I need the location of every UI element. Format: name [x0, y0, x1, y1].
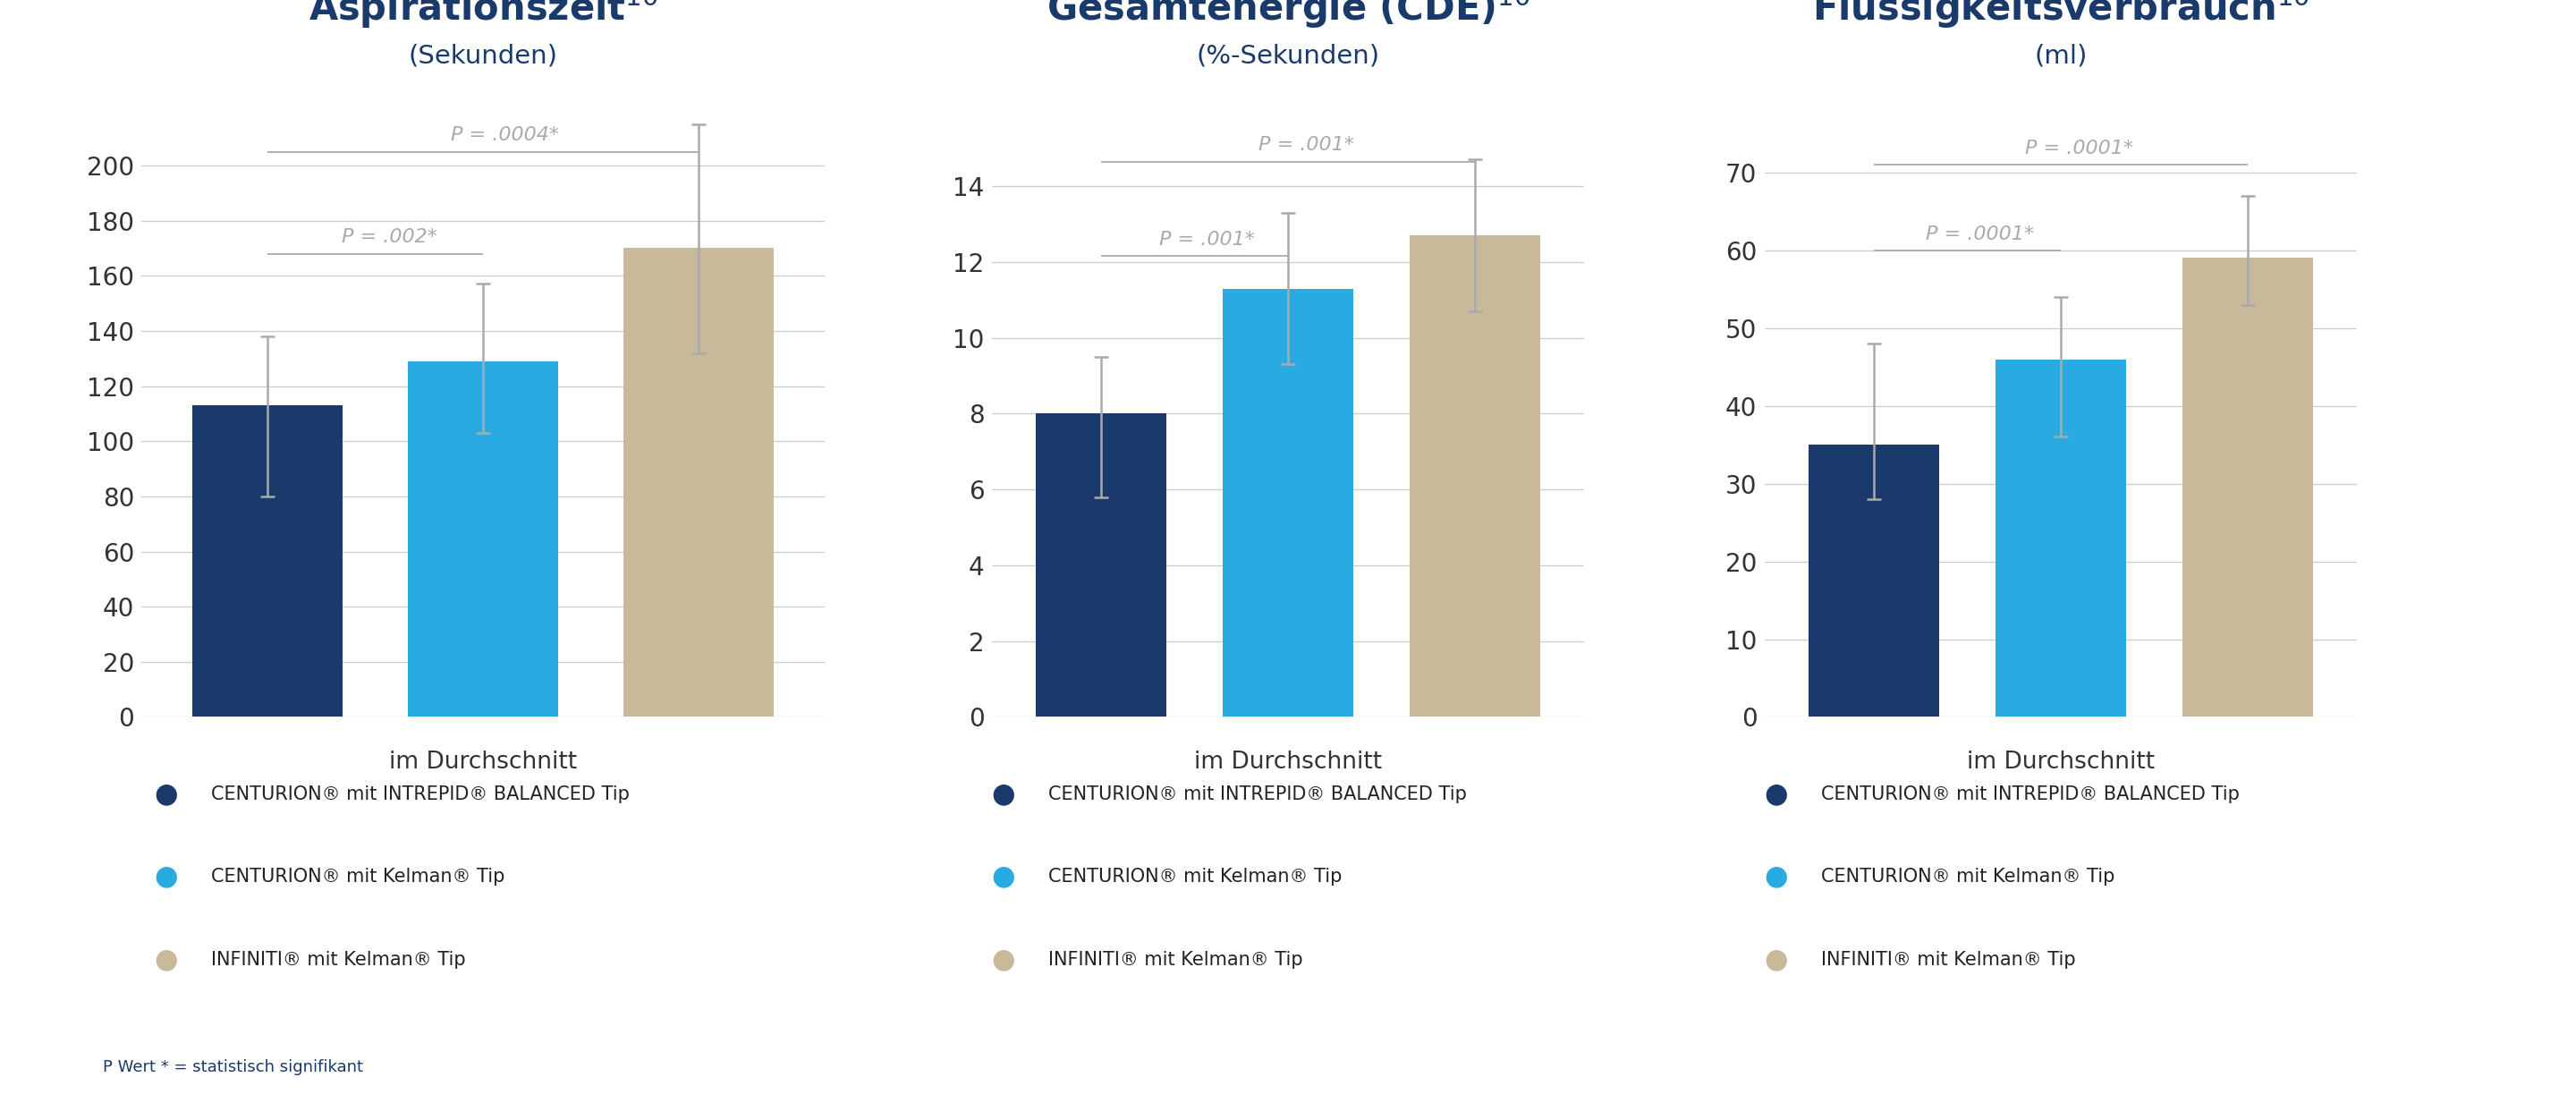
Text: (ml): (ml) — [2035, 43, 2087, 68]
Text: CENTURION® mit Kelman® Tip: CENTURION® mit Kelman® Tip — [1821, 868, 2115, 886]
Bar — [1808, 445, 1940, 717]
Text: (%-Sekunden): (%-Sekunden) — [1195, 43, 1381, 68]
Text: im Durchschnitt: im Durchschnitt — [1195, 750, 1381, 773]
Text: P = .001*: P = .001* — [1260, 137, 1355, 154]
Text: ●: ● — [155, 781, 178, 807]
Text: P = .0004*: P = .0004* — [451, 127, 559, 144]
Text: Gesamtenergie (CDE)$^{10}$: Gesamtenergie (CDE)$^{10}$ — [1046, 0, 1530, 30]
Text: ●: ● — [155, 864, 178, 890]
Text: P = .001*: P = .001* — [1159, 232, 1255, 249]
Text: Aspirationszeit$^{10}$: Aspirationszeit$^{10}$ — [309, 0, 657, 30]
Text: ●: ● — [1765, 946, 1788, 973]
Text: P Wert * = statistisch signifikant: P Wert * = statistisch signifikant — [103, 1059, 363, 1075]
Text: Flüssigkeitsverbrauch$^{10}$: Flüssigkeitsverbrauch$^{10}$ — [1811, 0, 2311, 30]
Text: ●: ● — [992, 781, 1015, 807]
Text: im Durchschnitt: im Durchschnitt — [1968, 750, 2154, 773]
Text: INFINITI® mit Kelman® Tip: INFINITI® mit Kelman® Tip — [211, 951, 466, 968]
Text: INFINITI® mit Kelman® Tip: INFINITI® mit Kelman® Tip — [1821, 951, 2076, 968]
Bar — [1409, 235, 1540, 717]
Text: ●: ● — [1765, 864, 1788, 890]
Bar — [193, 406, 343, 717]
Text: ●: ● — [992, 946, 1015, 973]
Text: CENTURION® mit INTREPID® BALANCED Tip: CENTURION® mit INTREPID® BALANCED Tip — [1821, 785, 2239, 803]
Bar — [1996, 360, 2125, 717]
Text: ●: ● — [1765, 781, 1788, 807]
Text: ●: ● — [992, 864, 1015, 890]
Bar — [407, 362, 559, 717]
Text: CENTURION® mit INTREPID® BALANCED Tip: CENTURION® mit INTREPID® BALANCED Tip — [211, 785, 629, 803]
Bar — [1036, 414, 1167, 717]
Bar — [623, 248, 773, 717]
Text: (Sekunden): (Sekunden) — [410, 43, 556, 68]
Text: CENTURION® mit INTREPID® BALANCED Tip: CENTURION® mit INTREPID® BALANCED Tip — [1048, 785, 1466, 803]
Text: CENTURION® mit Kelman® Tip: CENTURION® mit Kelman® Tip — [1048, 868, 1342, 886]
Bar — [1224, 289, 1352, 717]
Text: P = .0001*: P = .0001* — [1927, 225, 2035, 243]
Text: ●: ● — [155, 946, 178, 973]
Text: im Durchschnitt: im Durchschnitt — [389, 750, 577, 773]
Text: INFINITI® mit Kelman® Tip: INFINITI® mit Kelman® Tip — [1048, 951, 1303, 968]
Text: P = .002*: P = .002* — [343, 228, 438, 246]
Bar — [2182, 258, 2313, 717]
Text: CENTURION® mit Kelman® Tip: CENTURION® mit Kelman® Tip — [211, 868, 505, 886]
Text: P = .0001*: P = .0001* — [2025, 140, 2133, 158]
